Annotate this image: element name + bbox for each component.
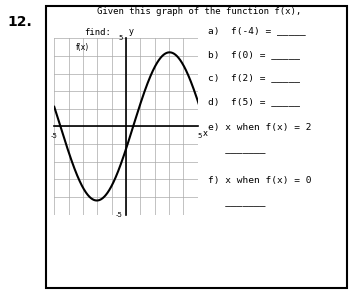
Text: -5: -5: [116, 212, 122, 218]
Text: f) x when f(x) = 0: f) x when f(x) = 0: [208, 176, 312, 186]
Text: d)  f(5) = _____: d) f(5) = _____: [208, 97, 300, 106]
Text: find:: find:: [85, 28, 111, 37]
Text: Given this graph of the function f(x),: Given this graph of the function f(x),: [97, 7, 302, 16]
Text: 12.: 12.: [7, 15, 32, 29]
Text: b)  f(0) = _____: b) f(0) = _____: [208, 50, 300, 59]
Bar: [46, 6, 346, 288]
Text: f(x): f(x): [76, 43, 89, 51]
Text: _______: _______: [208, 144, 266, 153]
Text: e) x when f(x) = 2: e) x when f(x) = 2: [208, 123, 312, 133]
Text: a)  f(-4) = _____: a) f(-4) = _____: [208, 26, 306, 36]
Text: 5: 5: [118, 35, 122, 41]
Text: y: y: [129, 27, 134, 36]
Text: 5: 5: [197, 133, 201, 138]
Text: _______: _______: [208, 197, 266, 206]
Text: x: x: [203, 129, 208, 138]
Text: -5: -5: [51, 133, 58, 138]
Text: c)  f(2) = _____: c) f(2) = _____: [208, 74, 300, 83]
